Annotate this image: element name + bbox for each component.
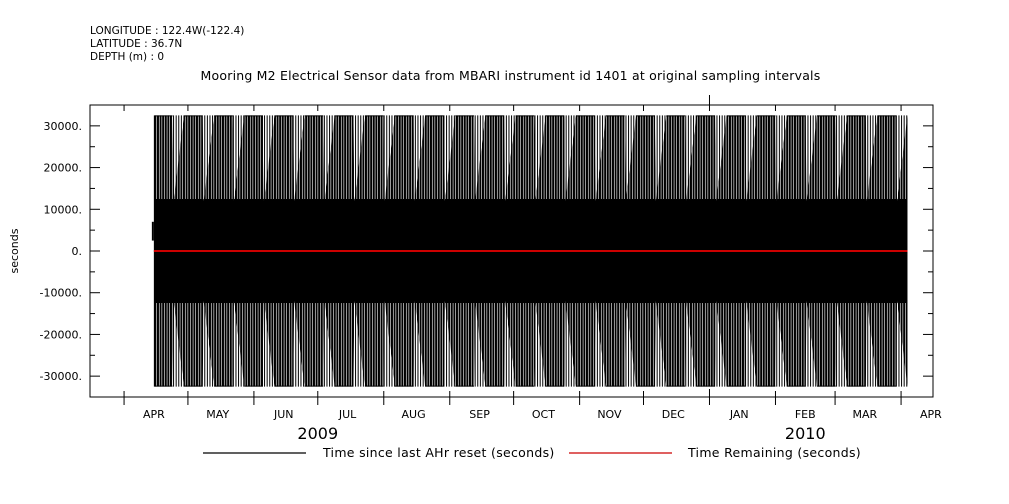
x-tick-label: MAY bbox=[206, 408, 229, 421]
y-tick-label: -30000. bbox=[40, 370, 82, 383]
y-axis-label: seconds bbox=[8, 228, 21, 273]
x-tick-label: APR bbox=[920, 408, 942, 421]
labels-layer: 30000. 20000. 10000. 0. -10000. -20000. -30000… bbox=[8, 120, 942, 443]
x-tick-label: MAR bbox=[853, 408, 878, 421]
y-tick-label: -20000. bbox=[40, 328, 82, 341]
year-label: 2010 bbox=[785, 424, 826, 443]
x-tick-label: NOV bbox=[597, 408, 622, 421]
depth-label: DEPTH (m) : 0 bbox=[90, 51, 165, 63]
series-layer bbox=[151, 115, 908, 387]
legend: Time since last AHr reset (seconds) Time … bbox=[203, 445, 861, 460]
y-tick-label: -10000. bbox=[40, 287, 82, 300]
latitude-label: LATITUDE : 36.7N bbox=[90, 38, 183, 50]
x-tick-label: OCT bbox=[532, 408, 555, 421]
chart-title: Mooring M2 Electrical Sensor data from M… bbox=[200, 68, 821, 83]
axes-layer bbox=[89, 95, 934, 405]
x-tick-label: JUN bbox=[273, 408, 294, 421]
legend-label-0: Time since last AHr reset (seconds) bbox=[322, 445, 555, 460]
x-tick-label: FEB bbox=[795, 408, 816, 421]
y-tick-label: 0. bbox=[72, 245, 83, 258]
longitude-label: LONGITUDE : 122.4W(-122.4) bbox=[90, 25, 245, 37]
x-tick-label: JUL bbox=[338, 408, 357, 421]
x-tick-label: SEP bbox=[469, 408, 490, 421]
y-tick-label: 30000. bbox=[44, 120, 83, 133]
y-tick-label: 10000. bbox=[44, 203, 83, 216]
y-tick-label: 20000. bbox=[44, 162, 83, 175]
x-tick-label: DEC bbox=[662, 408, 685, 421]
x-tick-label: AUG bbox=[402, 408, 426, 421]
legend-label-1: Time Remaining (seconds) bbox=[687, 445, 861, 460]
year-label: 2009 bbox=[297, 424, 338, 443]
x-tick-label: JAN bbox=[729, 408, 749, 421]
x-tick-label: APR bbox=[143, 408, 165, 421]
